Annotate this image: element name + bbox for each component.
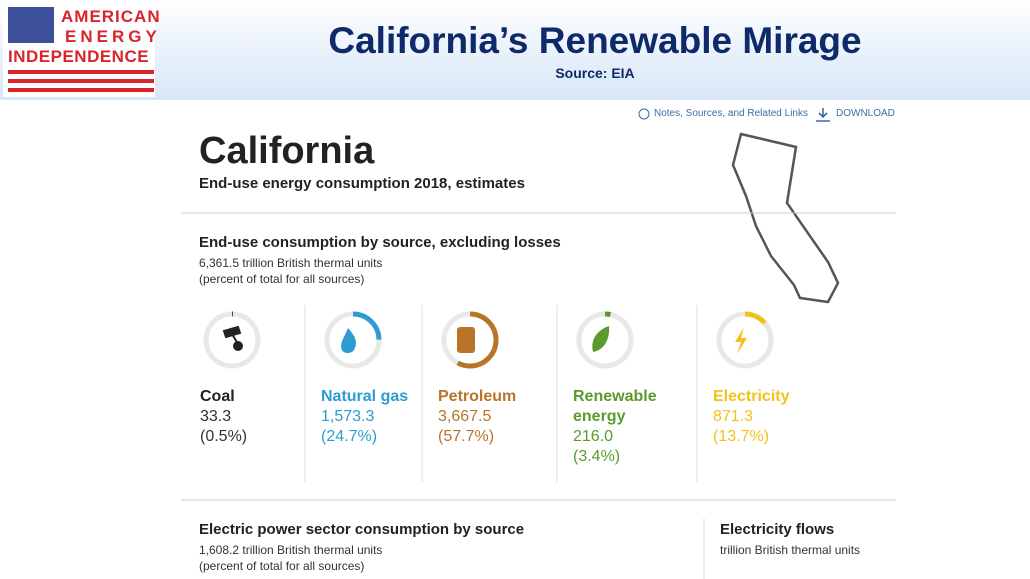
logo-flag bbox=[8, 7, 154, 92]
section-note: (percent of total for all sources) bbox=[199, 559, 365, 573]
info-icon bbox=[638, 108, 650, 120]
ring-arc bbox=[576, 311, 634, 369]
source-value: 33.3 bbox=[200, 408, 232, 425]
source: Source: EIA bbox=[555, 65, 635, 81]
bolt-icon bbox=[735, 327, 747, 354]
source-value: 871.3 bbox=[713, 408, 754, 425]
state-name: California bbox=[199, 130, 375, 172]
state-map bbox=[731, 132, 840, 304]
section-note: (percent of total for all sources) bbox=[199, 272, 365, 286]
source-value: 216.0 bbox=[573, 428, 614, 445]
source-card: Petroleum 3,667.5 (57.7%) bbox=[438, 387, 530, 447]
flag-stripe bbox=[8, 79, 154, 83]
download-icon bbox=[816, 108, 830, 122]
page-title: California’s Renewable Mirage bbox=[328, 20, 862, 61]
logo: AMERICAN ENERGY INDEPENDENCE bbox=[3, 2, 160, 97]
flows-units: trillion British thermal units bbox=[720, 543, 861, 557]
flag-stripe bbox=[8, 70, 154, 74]
ring-arc bbox=[324, 311, 382, 369]
header bbox=[0, 0, 1030, 100]
section-total: 1,608.2 trillion British thermal units bbox=[199, 543, 383, 557]
ring-track bbox=[203, 311, 261, 369]
section-title: End-use consumption by source, excluding… bbox=[199, 234, 561, 251]
flows-title: Electricity flows bbox=[720, 521, 835, 538]
source-name: Renewable energy bbox=[573, 388, 657, 425]
state-subtitle: End-use energy consumption 2018, estimat… bbox=[199, 175, 525, 192]
source-percent: (0.5%) bbox=[200, 428, 248, 445]
source-name: Electricity bbox=[713, 388, 790, 405]
source-value: 1,573.3 bbox=[321, 408, 375, 425]
source-name: Petroleum bbox=[438, 388, 517, 405]
source-value: 3,667.5 bbox=[438, 408, 492, 425]
rings bbox=[203, 311, 774, 369]
oil-icon bbox=[457, 327, 475, 353]
notes-link[interactable]: Notes, Sources, and Related Links bbox=[654, 108, 808, 119]
logo-text: ENERGY bbox=[65, 27, 161, 46]
flag-stripe bbox=[8, 88, 154, 92]
source-name: Coal bbox=[200, 388, 235, 405]
logo-text: INDEPENDENCE bbox=[8, 47, 150, 66]
source-percent: (3.4%) bbox=[573, 448, 621, 465]
source-card: Coal 33.3 (0.5%) bbox=[200, 387, 292, 447]
source-name: Natural gas bbox=[321, 388, 409, 405]
source-card: Renewable energy 216.0 (3.4%) bbox=[573, 387, 665, 467]
flag-canton bbox=[8, 7, 54, 43]
ring-arc bbox=[716, 311, 774, 369]
logo-text: AMERICAN bbox=[61, 7, 161, 26]
source-percent: (24.7%) bbox=[321, 428, 378, 445]
source-card: Electricity 871.3 (13.7%) bbox=[713, 387, 805, 447]
gas-icon bbox=[341, 328, 356, 353]
coal-icon bbox=[233, 341, 243, 351]
source-percent: (57.7%) bbox=[438, 428, 495, 445]
leaf-icon bbox=[592, 326, 610, 352]
ring-arc bbox=[203, 311, 261, 369]
source-card: Natural gas 1,573.3 (24.7%) bbox=[321, 387, 413, 447]
download-link[interactable]: DOWNLOAD bbox=[836, 108, 895, 119]
ring-arc bbox=[441, 311, 499, 369]
source-percent: (13.7%) bbox=[713, 428, 770, 445]
section-title: Electric power sector consumption by sou… bbox=[199, 521, 525, 538]
section-total: 6,361.5 trillion British thermal units bbox=[199, 256, 383, 270]
